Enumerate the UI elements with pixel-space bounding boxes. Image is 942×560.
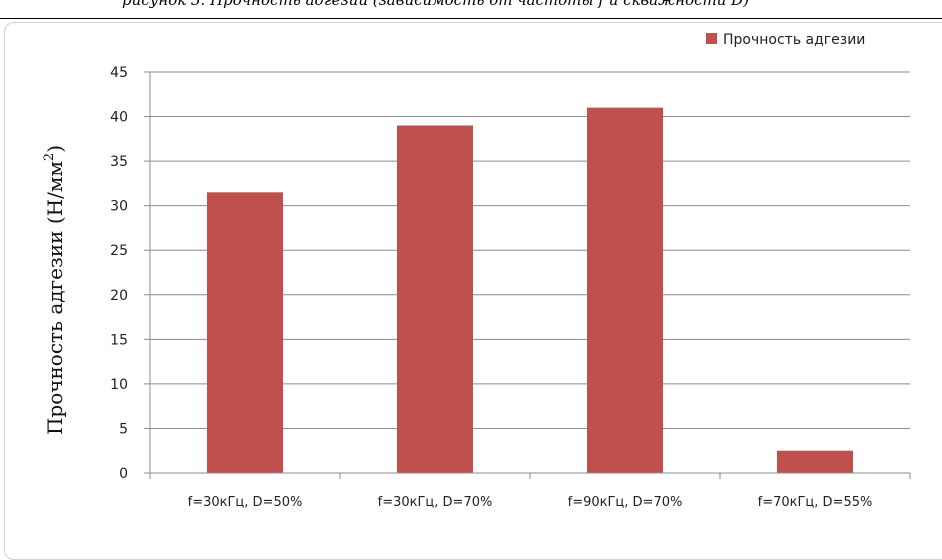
bar [207,192,283,474]
y-tick-label: 0 [119,466,128,482]
y-tick-label: 45 [110,65,128,81]
legend-label: Прочность адгезии [723,32,865,48]
caption-fragment: рисунок 3. Прочность адгезии (зависимост… [0,0,942,19]
legend-swatch [706,33,717,44]
bar [397,125,473,473]
y-tick-label: 5 [119,421,128,437]
x-category-label: f=70кГц, D=55% [758,495,873,510]
x-category-label: f=30кГц, D=50% [188,495,303,510]
legend: Прочность адгезии [706,32,865,48]
y-tick-label: 30 [110,199,128,215]
y-tick-labels: 0 5 10 15 20 25 30 35 40 45 [110,65,128,482]
y-tick-label: 10 [110,377,128,393]
x-category-labels: f=30кГц, D=50% f=30кГц, D=70% f=90кГц, D=7… [188,495,873,510]
y-tick-label: 35 [110,154,128,170]
bar [587,107,663,474]
x-category-label: f=90кГц, D=70% [568,495,683,510]
y-tick-label: 40 [110,110,128,126]
y-tick-label: 25 [110,243,128,259]
bar [777,450,853,473]
y-axis-label: Прочность адгезии (Н/мм2) [42,145,67,435]
y-tick-label: 20 [110,288,128,304]
axes [149,72,911,479]
bars [207,107,853,474]
caption-text: рисунок 3. Прочность адгезии (зависимост… [122,0,750,9]
x-category-label: f=30кГц, D=70% [378,495,493,510]
y-tick-label: 15 [110,332,128,348]
